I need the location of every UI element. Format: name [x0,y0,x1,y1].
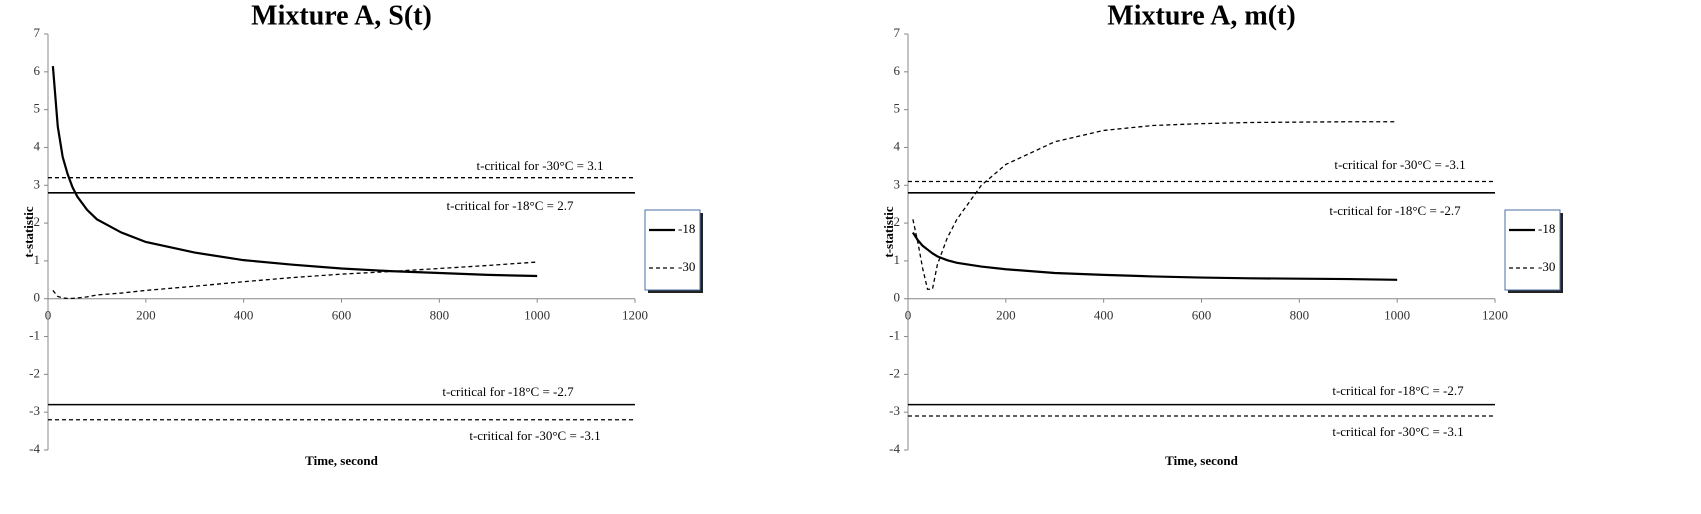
annotation: t-critical for -18°C = -2.7 [442,384,574,399]
y-tick-label: -1 [889,328,900,343]
annotation: t-critical for -30°C = -3.1 [1332,424,1463,439]
annotation: t-critical for -30°C = 3.1 [477,158,604,173]
x-tick-label: 1000 [524,308,550,323]
y-tick-label: 7 [34,25,41,40]
y-tick-label: 2 [894,214,901,229]
y-tick-label: 5 [894,101,901,116]
legend-label: -30 [1538,259,1555,274]
y-tick-label: 3 [894,176,901,191]
y-tick-label: 0 [894,290,901,305]
y-tick-label: -4 [29,441,40,456]
chart-title: Mixture A, m(t) [1107,0,1295,31]
y-tick-label: 4 [34,138,41,153]
x-tick-label: 1200 [1482,308,1508,323]
y-tick-label: 6 [34,63,41,78]
legend-label: -30 [678,259,695,274]
x-tick-label: 600 [332,308,352,323]
annotation: t-critical for -30°C = -3.1 [469,428,600,443]
y-tick-label: -4 [889,441,900,456]
y-tick-label: 5 [34,101,41,116]
x-tick-label: 400 [1094,308,1114,323]
x-tick-label: 800 [1290,308,1310,323]
x-tick-label: 1000 [1384,308,1410,323]
x-tick-label: 200 [996,308,1016,323]
y-axis-label: t-statistic [21,206,36,257]
y-tick-label: -3 [29,403,40,418]
chart-title: Mixture A, S(t) [251,0,432,31]
annotation: t-critical for -18°C = -2.7 [1329,203,1461,218]
y-tick-label: -3 [889,403,900,418]
series-line [911,231,1398,281]
x-tick-label: 0 [45,308,52,323]
y-tick-label: 2 [34,214,41,229]
legend-label: -18 [678,221,695,236]
annotation: t-critical for -18°C = -2.7 [1332,383,1464,398]
annotation: t-critical for -30°C = -3.1 [1334,157,1465,172]
series-line [51,66,538,278]
x-tick-label: 400 [234,308,254,323]
y-tick-label: 6 [894,63,901,78]
x-tick-label: 1200 [622,308,648,323]
x-axis-label: Time, second [1165,453,1238,468]
legend-label: -18 [1538,221,1555,236]
y-tick-label: -2 [889,365,900,380]
x-tick-label: 600 [1192,308,1212,323]
x-axis-label: Time, second [305,453,378,468]
y-tick-label: -1 [29,328,40,343]
y-tick-label: -2 [29,365,40,380]
x-tick-label: 200 [136,308,156,323]
y-tick-label: 7 [894,25,901,40]
x-tick-label: 0 [905,308,912,323]
x-tick-label: 800 [430,308,450,323]
y-tick-label: 4 [894,138,901,153]
series-line [52,261,538,299]
y-tick-label: 1 [894,252,901,267]
legend [1504,209,1561,291]
y-tick-label: 1 [34,252,41,267]
y-tick-label: 0 [34,290,41,305]
annotation: t-critical for -18°C = 2.7 [447,198,574,213]
legend [644,209,701,291]
y-axis-label: t-statistic [881,206,896,257]
series-line [912,121,1398,290]
y-tick-label: 3 [34,176,41,191]
